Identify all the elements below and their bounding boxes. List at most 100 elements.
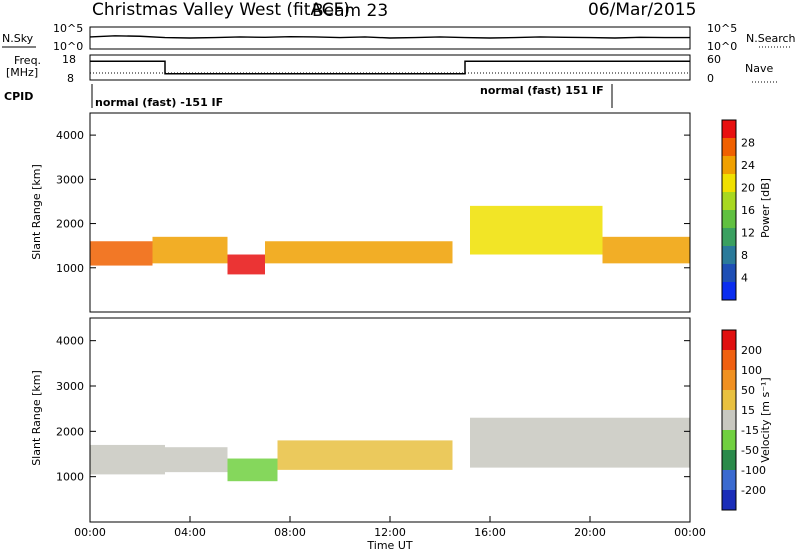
colorbar-segment-3 bbox=[722, 450, 736, 470]
velocity-xticks: 00:00 04:00 08:00 12:00 16:00 20:00 00:00 bbox=[74, 516, 706, 539]
xtick-label-7: 00:00 bbox=[674, 526, 706, 539]
colorbar-tick-4: 16 bbox=[741, 204, 755, 217]
colorbar-segment-8 bbox=[722, 156, 736, 174]
velocity-ylabel: Slant Range [km] bbox=[30, 370, 43, 466]
heatmap-band-5 bbox=[470, 205, 603, 255]
cpid-label: CPID bbox=[4, 90, 33, 103]
plot-date: 06/Mar/2015 bbox=[588, 0, 696, 20]
colorbar-segment-2 bbox=[722, 470, 736, 490]
heatmap-band-5 bbox=[470, 417, 690, 468]
xtick-label-5: 16:00 bbox=[474, 526, 506, 539]
velocity-colorbar: 200 100 50 15 -15 -50 -100 -200 bbox=[721, 329, 766, 511]
nave-ytick-bottom: 0 bbox=[707, 72, 714, 85]
heatmap-band-6 bbox=[602, 236, 690, 264]
noise-panel: N.Sky N.Search 10^5 10^0 10^5 10^0 bbox=[2, 22, 796, 53]
nave-ytick-top: 60 bbox=[707, 53, 721, 66]
colorbar-segment-7 bbox=[722, 174, 736, 192]
colorbar-segment-1 bbox=[722, 490, 736, 510]
colorbar-tick-6: 8 bbox=[741, 249, 748, 262]
cpid-segment-label-1: normal (fast) -151 IF bbox=[95, 96, 223, 109]
cpid-panel: CPID normal (fast) -151 IF normal (fast)… bbox=[4, 84, 613, 109]
colorbar-segment-9 bbox=[722, 330, 736, 350]
colorbar-tick-5: -15 bbox=[741, 424, 759, 437]
colorbar-segment-10 bbox=[722, 120, 736, 138]
velocity-colorbar-label: Velocity [m s⁻¹] bbox=[759, 377, 772, 462]
cpid-segment-label-2: normal (fast) 151 IF bbox=[480, 84, 604, 97]
colorbar-segment-6 bbox=[722, 390, 736, 410]
nave-label: Nave bbox=[745, 62, 773, 75]
colorbar-segment-7 bbox=[722, 370, 736, 390]
power-yticks: 4000 3000 2000 1000 bbox=[56, 129, 690, 275]
xtick-label-2: 04:00 bbox=[174, 526, 206, 539]
ytick-label-1: 4000 bbox=[56, 335, 84, 348]
xtick-label-3: 08:00 bbox=[274, 526, 306, 539]
velocity-yticks: 4000 3000 2000 1000 bbox=[56, 335, 690, 484]
colorbar-tick-5: 12 bbox=[741, 227, 755, 240]
colorbar-segment-5 bbox=[722, 410, 736, 430]
heatmap-band-3 bbox=[227, 458, 278, 482]
colorbar-tick-4: 15 bbox=[741, 404, 755, 417]
ytick-label-4: 1000 bbox=[56, 262, 84, 275]
noise-ytick-top-right: 10^5 bbox=[707, 22, 737, 35]
colorbar-tick-3: 20 bbox=[741, 182, 755, 195]
power-panel-frame bbox=[89, 112, 691, 313]
beam-label: Beam 23 bbox=[312, 1, 388, 21]
freq-left-unit: [MHz] bbox=[6, 66, 38, 79]
velocity-heatmap-marks bbox=[90, 417, 690, 482]
noise-right-label: N.Search bbox=[746, 32, 796, 45]
heatmap-band-1 bbox=[90, 444, 165, 475]
colorbar-tick-1: 28 bbox=[741, 137, 755, 150]
power-ylabel: Slant Range [km] bbox=[30, 164, 43, 260]
heatmap-band-4 bbox=[265, 241, 453, 264]
colorbar-tick-3: 50 bbox=[741, 384, 755, 397]
noise-ytick-bottom-left: 10^0 bbox=[53, 40, 83, 53]
colorbar-tick-1: 200 bbox=[741, 344, 762, 357]
noise-ytick-top-left: 10^5 bbox=[53, 22, 83, 35]
colorbar-segment-5 bbox=[722, 210, 736, 228]
colorbar-tick-6: -50 bbox=[741, 444, 759, 457]
frequency-panel-frame bbox=[89, 54, 691, 81]
colorbar-segment-4 bbox=[722, 228, 736, 246]
ytick-label-4: 1000 bbox=[56, 471, 84, 484]
frequency-step-line bbox=[90, 60, 690, 75]
heatmap-band-2 bbox=[165, 447, 228, 473]
noise-left-label: N.Sky bbox=[2, 32, 34, 45]
colorbar-segment-8 bbox=[722, 350, 736, 370]
colorbar-segment-6 bbox=[722, 192, 736, 210]
colorbar-tick-7: 4 bbox=[741, 272, 748, 285]
colorbar-frame bbox=[721, 119, 737, 301]
noise-ytick-bottom-right: 10^0 bbox=[707, 40, 737, 53]
power-colorbar-label: Power [dB] bbox=[759, 178, 772, 238]
velocity-xlabel: Time UT bbox=[366, 539, 412, 552]
freq-ytick-top: 18 bbox=[62, 53, 76, 66]
ytick-label-2: 3000 bbox=[56, 173, 84, 186]
power-heatmap-marks bbox=[90, 205, 690, 275]
heatmap-band-1 bbox=[90, 241, 153, 266]
noise-sky-line bbox=[89, 35, 690, 39]
colorbar-frame bbox=[721, 329, 737, 511]
ytick-label-3: 2000 bbox=[56, 425, 84, 438]
colorbar-tick-2: 100 bbox=[741, 364, 762, 377]
heatmap-band-3 bbox=[227, 254, 265, 275]
power-colorbar: 28 24 20 16 12 8 4 bbox=[721, 119, 755, 301]
colorbar-tick-2: 24 bbox=[741, 159, 755, 172]
ytick-label-1: 4000 bbox=[56, 129, 84, 142]
colorbar-segment-3 bbox=[722, 246, 736, 264]
colorbar-segment-4 bbox=[722, 430, 736, 450]
xtick-label-4: 12:00 bbox=[374, 526, 406, 539]
colorbar-tick-7: -100 bbox=[741, 464, 766, 477]
colorbar-segment-9 bbox=[722, 138, 736, 156]
heatmap-band-2 bbox=[152, 236, 228, 264]
colorbar-segment-2 bbox=[722, 264, 736, 282]
plot-title: Christmas Valley West (fitACF) bbox=[92, 0, 350, 20]
frequency-panel: Freq. [MHz] 18 8 60 0 Nave bbox=[6, 53, 778, 85]
colorbar-tick-8: -200 bbox=[741, 484, 766, 497]
freq-ytick-bottom: 8 bbox=[67, 72, 74, 85]
freq-left-label: Freq. bbox=[14, 54, 41, 67]
xtick-label-1: 00:00 bbox=[74, 526, 106, 539]
ytick-label-3: 2000 bbox=[56, 218, 84, 231]
xtick-label-6: 20:00 bbox=[574, 526, 606, 539]
heatmap-band-4 bbox=[277, 440, 453, 470]
